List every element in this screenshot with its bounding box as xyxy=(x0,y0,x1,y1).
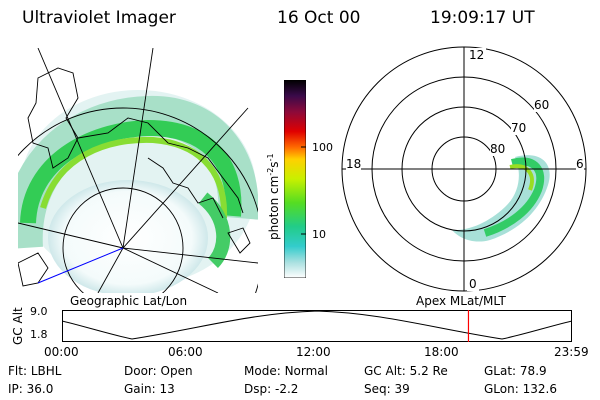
image-date: 16 Oct 00 xyxy=(277,8,361,28)
time-tick-2359: 23:59 xyxy=(554,345,589,359)
mlt-label-dawn: 6 xyxy=(576,157,584,171)
time-tick-1200: 12:00 xyxy=(296,345,331,359)
time-tick-0000: 00:00 xyxy=(44,345,79,359)
aurora-blob-core xyxy=(483,157,545,237)
mlt-label-dusk: 18 xyxy=(346,157,362,171)
colorbar-unit-label: photon cm-2s-1 xyxy=(266,153,281,240)
image-time: 19:09:17 UT xyxy=(430,8,535,28)
aurora-blob-peak xyxy=(509,164,534,191)
info-glon: GLon: 132.6 xyxy=(484,382,557,396)
info-mode: Mode: Normal xyxy=(244,364,328,378)
mlt-label-midnight: 0 xyxy=(467,277,479,291)
info-gain: Gain: 13 xyxy=(124,382,175,396)
altitude-curve xyxy=(62,310,572,340)
time-tick-1800: 18:00 xyxy=(424,345,459,359)
altitude-strip-plot xyxy=(62,310,572,342)
coastline-eurasia xyxy=(77,117,244,214)
colorbar xyxy=(284,80,306,278)
info-gc-alt: GC Alt: 5.2 Re xyxy=(364,364,448,378)
coastline-america xyxy=(18,252,49,287)
altitude-tick-high: 9.0 xyxy=(30,305,48,318)
auroral-oval-peak xyxy=(40,136,228,219)
coastline-greenland xyxy=(27,67,79,169)
left-panel-caption: Geographic Lat/Lon xyxy=(70,294,188,308)
mlat-label-80: 80 xyxy=(490,142,506,156)
meridian-lines xyxy=(18,48,258,293)
auroral-oval-band xyxy=(20,119,242,224)
geographic-projection-panel xyxy=(18,48,258,293)
mlat-label-60: 60 xyxy=(534,98,550,112)
latitude-circle-inner xyxy=(62,187,184,293)
altitude-ylabel: GC Alt xyxy=(11,307,25,345)
coastline-scandinavia xyxy=(147,157,224,219)
mlat-label-70: 70 xyxy=(511,121,527,135)
info-dsp: Dsp: -2.2 xyxy=(244,382,299,396)
mlt-label-noon: 12 xyxy=(467,48,487,62)
info-door: Door: Open xyxy=(124,364,193,378)
spacecraft-track xyxy=(37,247,124,284)
info-seq: Seq: 39 xyxy=(364,382,410,396)
info-ip: IP: 36.0 xyxy=(8,382,54,396)
magnetic-polar-plot xyxy=(341,46,587,292)
coastline-island xyxy=(227,227,251,254)
info-filter: Flt: LBHL xyxy=(8,364,62,378)
altitude-tick-low: 1.8 xyxy=(30,328,48,341)
right-panel-caption: Apex MLat/MLT xyxy=(416,294,506,308)
polar-cap-region xyxy=(48,180,208,293)
time-tick-0600: 06:00 xyxy=(168,345,203,359)
instrument-title: Ultraviolet Imager xyxy=(22,8,176,28)
colorbar-tick-100: 100 xyxy=(312,141,333,154)
info-glat: GLat: 78.9 xyxy=(484,364,547,378)
latitude-circle-outer xyxy=(18,107,258,293)
colorbar-tick-10: 10 xyxy=(312,228,326,241)
